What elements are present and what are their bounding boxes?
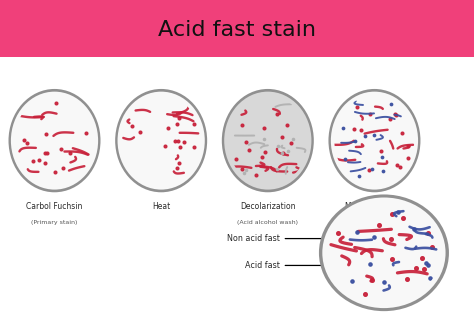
Text: Acid fast: Acid fast <box>245 261 325 270</box>
Ellipse shape <box>224 92 311 190</box>
Text: Decolarization: Decolarization <box>240 202 296 211</box>
Text: Heat: Heat <box>152 202 170 211</box>
Ellipse shape <box>319 194 449 311</box>
Text: (Primary stain): (Primary stain) <box>31 220 78 225</box>
Ellipse shape <box>9 89 100 192</box>
Ellipse shape <box>11 92 98 190</box>
Ellipse shape <box>222 89 314 192</box>
Ellipse shape <box>328 89 420 192</box>
Ellipse shape <box>118 92 205 190</box>
Text: Carbol Fuchsin: Carbol Fuchsin <box>27 202 82 211</box>
Ellipse shape <box>115 89 207 192</box>
Text: (Acid alcohol wash): (Acid alcohol wash) <box>237 220 298 225</box>
Text: Methylene blue: Methylene blue <box>345 202 404 211</box>
Bar <box>0 0 474 57</box>
Ellipse shape <box>322 198 446 308</box>
Text: Acid fast stain: Acid fast stain <box>158 20 316 40</box>
Text: Non acid fast: Non acid fast <box>227 234 323 243</box>
Ellipse shape <box>331 92 418 190</box>
Text: (Counter stain): (Counter stain) <box>351 220 398 225</box>
